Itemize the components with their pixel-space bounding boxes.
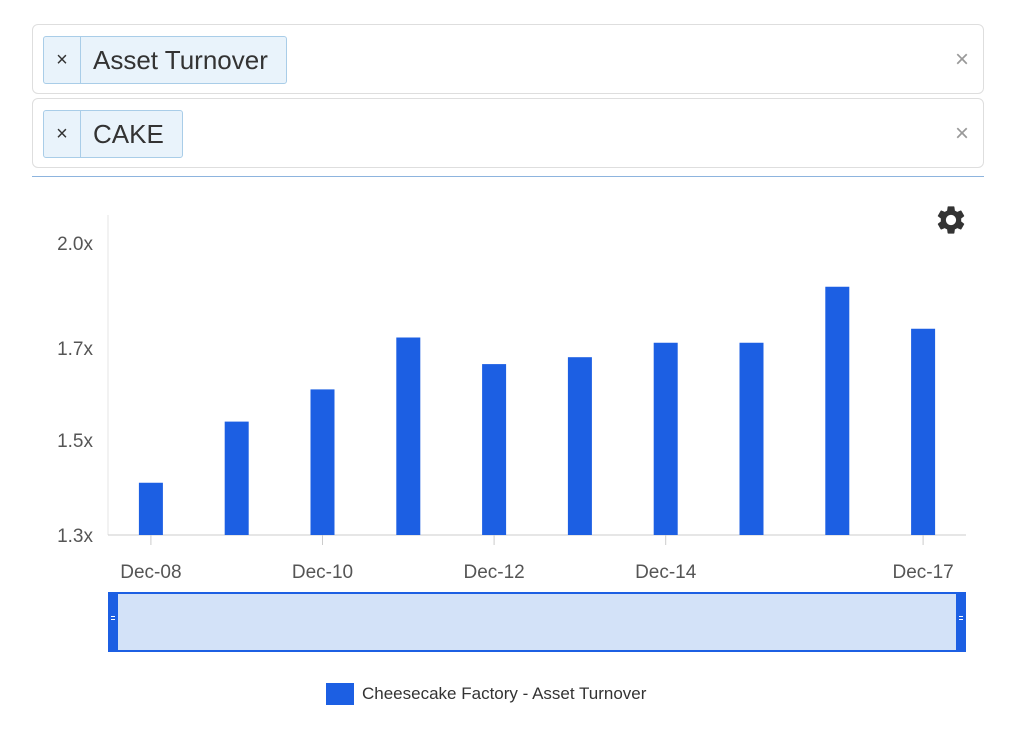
y-tick-label: 1.5x (57, 431, 93, 452)
bar-chart: 1.3x 1.5x 1.7x 2.0x Dec-08 Dec-10 Dec-12 Dec-14… (57, 215, 966, 583)
y-tick-label: 1.3x (57, 526, 93, 547)
legend-swatch (326, 683, 354, 705)
navigator-left-handle[interactable] (108, 592, 118, 652)
legend-label: Cheesecake Factory - Asset Turnover (362, 684, 647, 703)
remove-company-tag-button[interactable]: × (44, 111, 81, 157)
bar[interactable] (310, 389, 335, 535)
y-tick-label: 2.0x (57, 234, 93, 255)
x-tick-label: Dec-17 (892, 562, 953, 583)
x-tick-label: Dec-14 (635, 562, 697, 583)
bar[interactable] (138, 482, 163, 535)
bar[interactable] (396, 337, 421, 536)
bar[interactable] (825, 286, 850, 535)
remove-metric-tag-button[interactable]: × (44, 37, 81, 83)
clear-company-button[interactable]: × (954, 120, 969, 147)
range-navigator[interactable] (108, 592, 966, 652)
metric-tag: × Asset Turnover (43, 36, 287, 84)
gear-icon[interactable] (934, 203, 968, 237)
bar[interactable] (224, 421, 249, 535)
clear-metric-button[interactable]: × (954, 46, 969, 73)
metric-filter-box[interactable]: × Asset Turnover × (32, 24, 984, 94)
company-tag-label: CAKE (93, 118, 164, 149)
bar[interactable] (653, 342, 678, 535)
company-tag: × CAKE (43, 110, 183, 158)
navigator-right-handle[interactable] (956, 592, 966, 652)
y-tick-label: 1.7x (57, 339, 93, 360)
x-tick-label: Dec-12 (463, 562, 524, 583)
bar[interactable] (567, 357, 592, 535)
x-tick-label: Dec-08 (120, 562, 181, 583)
divider (32, 176, 984, 177)
metric-tag-label: Asset Turnover (93, 44, 268, 75)
bar[interactable] (739, 342, 764, 535)
legend-item[interactable]: Cheesecake Factory - Asset Turnover (326, 683, 646, 705)
bar[interactable] (911, 328, 936, 535)
bar[interactable] (482, 364, 507, 535)
x-tick-label: Dec-10 (292, 562, 353, 583)
company-filter-box[interactable]: × CAKE × (32, 98, 984, 168)
